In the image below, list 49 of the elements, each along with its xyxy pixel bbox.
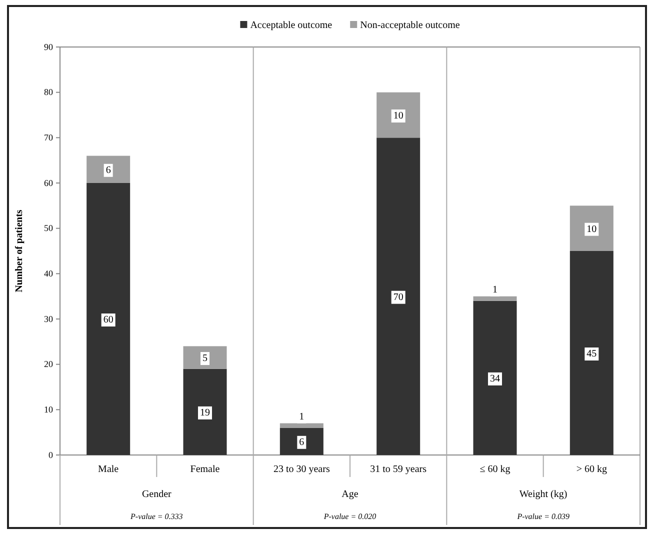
text: Weight (kg) [519, 489, 568, 500]
data-label: 19 [200, 407, 210, 418]
bar [376, 138, 420, 455]
y-tick-label: 50 [44, 223, 54, 234]
text: Age [342, 489, 359, 500]
y-tick-label: 20 [44, 359, 54, 370]
bar [86, 156, 130, 183]
y-tick-label: 30 [44, 314, 54, 324]
bar [570, 206, 614, 251]
legend-label: Acceptable outcome [250, 20, 333, 31]
x-tick-label: ≤ 60 kg [480, 464, 510, 475]
bar [280, 428, 324, 455]
data-label: 1 [492, 284, 498, 296]
x-tick-label: > 60 kg [576, 464, 607, 475]
data-label: 6 [106, 164, 111, 176]
data-label: 45 [586, 348, 597, 360]
bar [183, 368, 227, 455]
data-label: 10 [586, 224, 597, 235]
text: Gender [142, 489, 172, 500]
bar [473, 296, 517, 301]
y-tick-label: 40 [44, 268, 54, 279]
data-label: 5 [202, 353, 208, 364]
data-label: 6 [299, 436, 304, 448]
y-tick-label: 80 [44, 87, 54, 98]
x-tick-label: Male [98, 464, 120, 475]
text: P-value = 0.039 [516, 512, 570, 521]
data-label: 10 [393, 110, 404, 122]
text: P-value = 0.020 [322, 512, 376, 521]
y-tick-label: 70 [44, 132, 54, 143]
y-tick-label: 0 [48, 450, 54, 460]
text: P-value = 0.333 [130, 512, 183, 521]
bar [473, 300, 517, 455]
legend-label: Non-acceptable outcome [360, 20, 460, 31]
data-label: 1 [299, 411, 304, 422]
data-label: 34 [490, 373, 500, 384]
bar [376, 92, 420, 138]
bar [280, 423, 324, 428]
x-tick-label: 31 to 59 years [370, 464, 427, 475]
y-axis-title: Number of patients [14, 210, 25, 292]
x-tick-label: 23 to 30 years [273, 464, 330, 475]
x-tick-label: Female [190, 464, 220, 475]
data-label: 60 [103, 314, 114, 326]
bar [570, 251, 614, 455]
y-tick-label: 10 [44, 404, 54, 415]
y-tick-label: 60 [44, 178, 54, 188]
bar [86, 183, 130, 455]
y-tick-label: 90 [44, 42, 54, 52]
bar [183, 346, 227, 369]
data-label: 70 [393, 292, 404, 303]
